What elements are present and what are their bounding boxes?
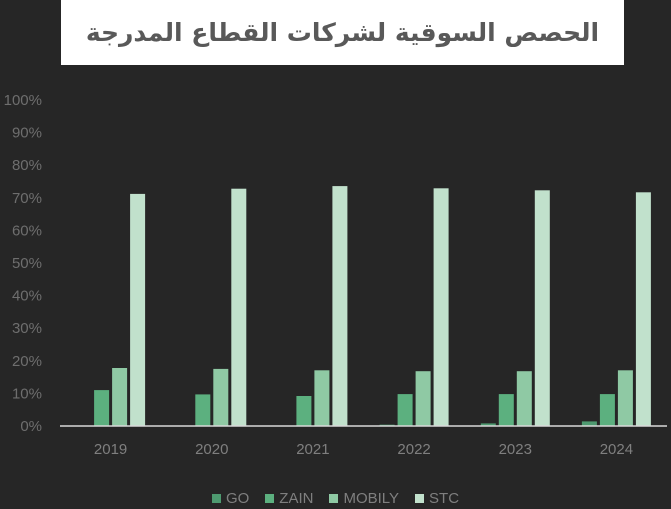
y-tick-label: 50%: [12, 255, 42, 272]
bar-stc-2023: [534, 190, 550, 426]
legend-label: ZAIN: [279, 490, 314, 507]
legend-label: STC: [429, 490, 460, 507]
bar-go-2023: [480, 423, 496, 426]
legend-label: GO: [225, 490, 250, 507]
bar-mobily-2020: [213, 368, 229, 426]
y-tick-label: 40%: [12, 288, 42, 305]
x-tick-label: 2021: [296, 441, 329, 458]
bar-mobily-2023: [516, 371, 532, 426]
y-tick-label: 10%: [12, 385, 42, 402]
bar-mobily-2024: [617, 370, 633, 426]
chart-title-box: الحصص السوقية لشركات القطاع المدرجة: [61, 0, 624, 65]
legend-swatch: [265, 494, 275, 503]
bar-mobily-2019: [112, 368, 128, 426]
bar-zain-2021: [296, 396, 312, 426]
y-tick-label: 20%: [12, 353, 42, 370]
legend-label: MOBILY: [343, 490, 400, 507]
legend-item-zain: ZAIN: [265, 488, 313, 509]
bar-zain-2023: [498, 394, 514, 426]
bar-stc-2021: [332, 186, 348, 426]
bar-go-2024: [581, 421, 597, 426]
y-tick-label: 60%: [12, 222, 42, 239]
y-tick-label: 90%: [12, 125, 42, 142]
bar-mobily-2021: [314, 370, 330, 426]
legend-item-stc: STC: [415, 488, 459, 509]
bar-stc-2022: [433, 188, 449, 426]
bar-zain-2020: [195, 394, 211, 426]
bar-chart: 0% 10% 20% 30% 40% 50% 60% 70% 80% 90% 100% 2019 202…: [4, 92, 667, 458]
legend-swatch: [415, 494, 425, 503]
bar-stc-2024: [635, 192, 651, 426]
bar-zain-2022: [397, 394, 413, 426]
x-tick-label: 2019: [94, 441, 127, 458]
x-tick-label: 2023: [499, 441, 532, 458]
legend-swatch: [211, 494, 221, 503]
x-tick-label: 2022: [397, 441, 430, 458]
bar-zain-2024: [599, 394, 615, 426]
y-tick-label: 100%: [4, 92, 42, 109]
legend-item-mobily: MOBILY: [329, 488, 399, 509]
x-tick-label: 2024: [600, 441, 633, 458]
chart-legend: GO ZAIN MOBILY STC: [0, 488, 671, 509]
bar-mobily-2022: [415, 371, 431, 426]
bar-zain-2019: [94, 390, 110, 426]
legend-swatch: [329, 494, 339, 503]
bar-stc-2019: [130, 193, 146, 426]
chart-title: الحصص السوقية لشركات القطاع المدرجة: [85, 18, 600, 47]
y-tick-label: 0%: [20, 418, 42, 435]
bar-stc-2020: [231, 188, 247, 426]
x-tick-label: 2020: [195, 441, 228, 458]
y-tick-label: 70%: [12, 190, 42, 207]
y-tick-label: 80%: [12, 157, 42, 174]
legend-item-go: GO: [211, 488, 250, 509]
y-tick-label: 30%: [12, 320, 42, 337]
